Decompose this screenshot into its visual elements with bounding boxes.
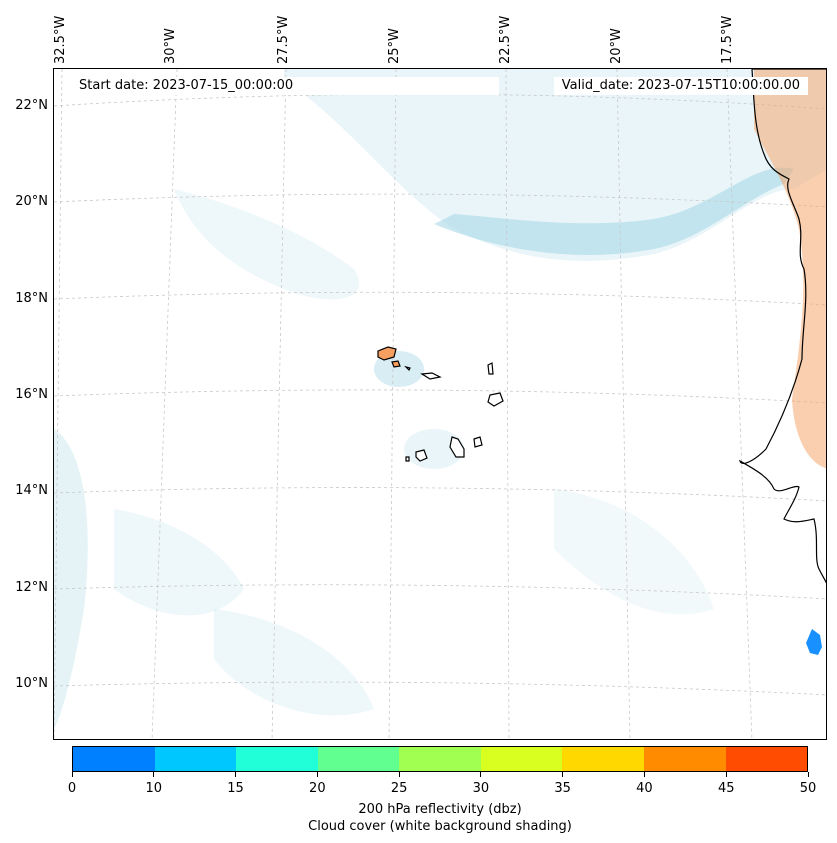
lon-label: 20°W: [609, 28, 624, 64]
lon-label: 30°W: [163, 28, 178, 64]
dust-plume: [754, 69, 826, 469]
island-fogo: [415, 449, 428, 462]
storm-cell: [806, 629, 822, 655]
colorbar-tick: [398, 772, 400, 777]
colorbar-segment: [317, 747, 400, 771]
colorbar-label: 200 hPa reflectivity (dbz): [358, 802, 522, 817]
lon-label: 22.5°W: [498, 15, 513, 64]
island-maio: [473, 436, 483, 448]
colorbar-segment: [480, 747, 563, 771]
cloud-band-core: [434, 167, 794, 255]
colorbar-segment: [236, 747, 318, 771]
start-date-label: Start date: 2023-07-15_00:00:00: [71, 77, 499, 95]
africa-coastline: [738, 69, 826, 584]
cloud-cover-layer: [54, 69, 826, 729]
colorbar-segment: [725, 747, 808, 771]
lon-label: 17.5°W: [720, 15, 735, 64]
colorbar-segment: [399, 747, 481, 771]
africa-landmass: [738, 69, 826, 655]
colorbar-tick-label: 15: [227, 781, 244, 796]
colorbar-tick-label: 45: [717, 781, 735, 796]
graticule: [54, 69, 826, 739]
colorbar-segment: [154, 747, 237, 771]
colorbar-tick: [480, 772, 482, 777]
lat-label: 22°N: [15, 98, 48, 113]
cape-verde-islands: [377, 346, 504, 462]
map-panel[interactable]: [53, 68, 827, 740]
lat-label: 14°N: [15, 483, 48, 498]
lat-label: 16°N: [15, 387, 48, 402]
colorbar-tick: [71, 772, 73, 777]
cloud-patch-east: [554, 489, 714, 615]
reflectivity-colorbar: [72, 746, 808, 772]
colorbar-sublabel: Cloud cover (white background shading): [308, 819, 572, 834]
colorbar-tick: [562, 772, 564, 777]
cloud-patch-sw: [114, 509, 244, 616]
cloud-patch-mid: [214, 609, 374, 716]
colorbar-tick: [643, 772, 645, 777]
colorbar-tick-label: 35: [554, 781, 571, 796]
colorbar-segment: [73, 747, 155, 771]
colorbar-tick: [235, 772, 237, 777]
colorbar-tick: [316, 772, 318, 777]
cloud-patch-west: [54, 429, 88, 729]
island-sao-nicolau: [420, 372, 442, 380]
colorbar-tick-label: 0: [67, 781, 77, 796]
island-brava: [405, 456, 410, 462]
island-sal: [487, 362, 494, 375]
map-canvas: [54, 69, 826, 739]
lat-label: 10°N: [15, 676, 48, 691]
colorbar-tick-label: 10: [145, 781, 163, 796]
lat-label: 20°N: [15, 194, 48, 209]
colorbar-tick-label: 25: [390, 781, 408, 796]
valid-date-label: Valid_date: 2023-07-15T10:00:00.00: [553, 77, 808, 95]
lat-label: 12°N: [15, 580, 48, 595]
colorbar-tick: [807, 772, 809, 777]
island-santiago: [449, 436, 465, 458]
colorbar-segment: [643, 747, 726, 771]
colorbar-tick-label: 40: [636, 781, 653, 796]
colorbar-tick-label: 20: [309, 781, 326, 796]
island-santo-antao: [377, 346, 397, 361]
colorbar-tick-label: 30: [472, 781, 490, 796]
island-boa-vista: [487, 392, 504, 407]
island-sao-vicente: [391, 360, 401, 368]
colorbar-tick-label: 50: [799, 781, 817, 796]
cloud-patch-nw: [174, 189, 360, 300]
colorbar-segment: [562, 747, 644, 771]
lon-label: 27.5°W: [276, 15, 291, 64]
lon-label: 32.5°W: [53, 15, 68, 64]
island-santa-luzia: [404, 365, 411, 372]
colorbar-tick: [725, 772, 727, 777]
lon-label: 25°W: [387, 28, 402, 64]
lat-label: 18°N: [15, 291, 48, 306]
cloud-patch-island: [374, 351, 424, 387]
colorbar-tick: [153, 772, 155, 777]
